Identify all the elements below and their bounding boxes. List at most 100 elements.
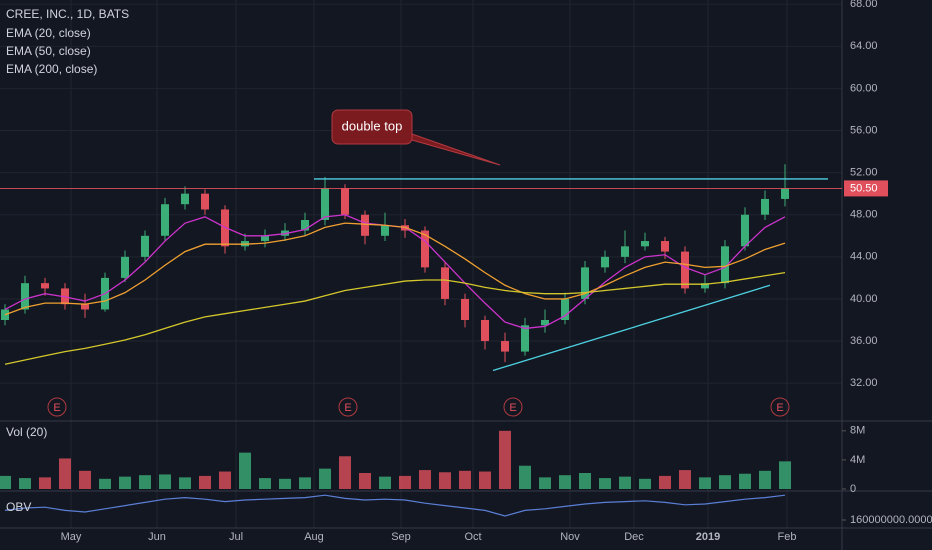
volume-bar xyxy=(239,452,251,489)
candle-body xyxy=(461,298,469,320)
earnings-marker xyxy=(338,397,358,417)
x-tick-label: Jun xyxy=(148,531,166,543)
volume-bar xyxy=(259,478,271,489)
y-tick-label: 44.00 xyxy=(850,251,878,263)
y-tick-label: 60.00 xyxy=(850,82,878,94)
volume-bar xyxy=(699,477,711,489)
volume-bar xyxy=(359,473,371,489)
volume-bar xyxy=(299,477,311,489)
volume-bar xyxy=(779,461,791,489)
candle-body xyxy=(621,246,629,257)
volume-bar xyxy=(139,475,151,489)
candle-body xyxy=(21,283,29,310)
volume-bar xyxy=(199,475,211,489)
x-tick-label: Oct xyxy=(464,531,481,543)
volume-bar xyxy=(279,478,291,489)
candle-body xyxy=(701,283,709,289)
candle-body xyxy=(321,188,329,220)
volume-bar xyxy=(99,478,111,489)
earnings-label: E xyxy=(509,402,516,414)
candle-body xyxy=(81,304,89,310)
x-tick-label: May xyxy=(61,531,82,543)
candle-body xyxy=(41,283,49,289)
volume-bar xyxy=(0,475,11,489)
candle-body xyxy=(561,298,569,320)
ema-line xyxy=(4,222,786,316)
y-tick-label: 8M xyxy=(850,425,865,437)
price-label: 50.50 xyxy=(850,182,878,194)
volume-bar xyxy=(119,476,131,489)
y-tick-label: 32.00 xyxy=(850,377,878,389)
earnings-label: E xyxy=(53,402,60,414)
pane-title: OBV xyxy=(6,500,31,514)
volume-bar xyxy=(739,473,751,489)
y-tick-label: 48.00 xyxy=(850,209,878,221)
volume-bar xyxy=(439,472,451,489)
volume-bar xyxy=(19,478,31,489)
y-tick-label: 36.00 xyxy=(850,335,878,347)
candle-body xyxy=(361,214,369,236)
y-tick-label: 68.00 xyxy=(850,0,878,10)
candle-body xyxy=(141,235,149,257)
candle-body xyxy=(341,188,349,215)
x-tick-label: Dec xyxy=(624,531,644,543)
candle-body xyxy=(501,341,509,352)
volume-bar xyxy=(159,474,171,489)
volume-bar xyxy=(499,430,511,489)
callout: double top xyxy=(331,109,501,166)
candle-body xyxy=(541,320,549,326)
candle-body xyxy=(741,214,749,247)
candle-body xyxy=(761,198,769,215)
volume-bar xyxy=(719,475,731,489)
candle-body xyxy=(421,230,429,268)
legend-entry: EMA (20, close) xyxy=(6,26,91,40)
earnings-marker xyxy=(770,397,790,417)
volume-bar xyxy=(179,477,191,489)
candle-body xyxy=(261,235,269,242)
legend-entry: EMA (200, close) xyxy=(6,62,97,76)
candle-body xyxy=(681,251,689,289)
volume-bar xyxy=(59,458,71,489)
y-tick-label: 160000000.0000 xyxy=(850,514,932,526)
volume-bar xyxy=(519,465,531,489)
callout-text: double top xyxy=(342,118,403,133)
volume-bar xyxy=(399,475,411,489)
candle-body xyxy=(581,267,589,299)
volume-bar xyxy=(559,475,571,489)
y-tick-label: 56.00 xyxy=(850,124,878,136)
x-tick-label: Sep xyxy=(391,531,411,543)
candle-body xyxy=(121,256,129,278)
candle-body xyxy=(641,241,649,247)
y-tick-label: 4M xyxy=(850,454,865,466)
ema-line xyxy=(4,271,786,365)
x-tick-label: 2019 xyxy=(696,531,720,543)
trend-line xyxy=(492,284,771,372)
volume-bar xyxy=(659,475,671,489)
candle-body xyxy=(381,225,389,236)
earnings-label: E xyxy=(776,402,783,414)
earnings-marker xyxy=(503,397,523,417)
candle-body xyxy=(661,241,669,252)
x-tick-label: Nov xyxy=(560,531,580,543)
y-tick-label: 52.00 xyxy=(850,167,878,179)
volume-bar xyxy=(639,478,651,489)
x-tick-label: Jul xyxy=(229,531,243,543)
price-label-box xyxy=(844,180,888,197)
volume-bar xyxy=(459,470,471,489)
volume-bar xyxy=(79,470,91,489)
earnings-label: E xyxy=(344,402,351,414)
volume-bar xyxy=(419,470,431,489)
volume-bar xyxy=(539,477,551,489)
candle-body xyxy=(181,193,189,205)
candle-body xyxy=(161,204,169,236)
volume-bar xyxy=(219,471,231,489)
x-tick-label: Aug xyxy=(304,531,324,543)
legend-entry: EMA (50, close) xyxy=(6,44,91,58)
candle-body xyxy=(601,256,609,268)
volume-bar xyxy=(619,476,631,489)
volume-bar xyxy=(479,471,491,489)
candle-body xyxy=(781,188,789,199)
